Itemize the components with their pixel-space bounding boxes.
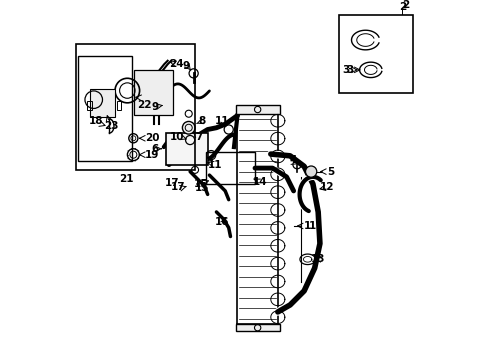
Text: 3: 3 <box>342 65 349 75</box>
Text: 24: 24 <box>169 59 183 69</box>
Text: 11: 11 <box>214 116 228 126</box>
Text: 3: 3 <box>346 65 353 75</box>
Text: 23: 23 <box>104 121 118 131</box>
Bar <box>235 105 279 114</box>
Text: 1: 1 <box>308 221 316 231</box>
Text: 17: 17 <box>170 183 185 192</box>
Text: 22: 22 <box>137 100 152 109</box>
Text: 5: 5 <box>326 167 333 177</box>
Text: 1: 1 <box>304 221 311 231</box>
Bar <box>235 324 279 331</box>
Bar <box>134 69 173 115</box>
Text: 16: 16 <box>214 217 228 228</box>
Text: 15: 15 <box>194 183 208 193</box>
Text: 19: 19 <box>145 150 159 160</box>
Text: 11: 11 <box>207 159 222 170</box>
Bar <box>205 152 255 184</box>
Text: 2: 2 <box>398 2 405 12</box>
Text: 6: 6 <box>151 144 158 154</box>
Bar <box>165 133 207 165</box>
Text: 12: 12 <box>319 183 333 192</box>
Text: 10: 10 <box>169 131 183 141</box>
Text: 15: 15 <box>193 179 207 189</box>
Bar <box>339 15 412 93</box>
Bar <box>86 102 92 110</box>
Bar <box>90 89 115 117</box>
Text: 9: 9 <box>182 61 189 71</box>
Bar <box>116 102 121 110</box>
Text: 17: 17 <box>165 178 180 188</box>
Text: 18: 18 <box>89 116 103 126</box>
Text: 4: 4 <box>288 155 296 165</box>
Circle shape <box>305 166 316 177</box>
Text: 20: 20 <box>145 133 160 143</box>
Bar <box>78 56 132 161</box>
Circle shape <box>182 121 195 134</box>
Text: 2: 2 <box>402 0 408 10</box>
Text: 21: 21 <box>119 174 133 184</box>
Text: 9: 9 <box>151 102 158 112</box>
Text: 7: 7 <box>195 132 202 142</box>
Text: 13: 13 <box>310 254 325 264</box>
Text: 14: 14 <box>252 177 267 187</box>
Bar <box>76 44 195 170</box>
Text: 8: 8 <box>198 116 205 126</box>
